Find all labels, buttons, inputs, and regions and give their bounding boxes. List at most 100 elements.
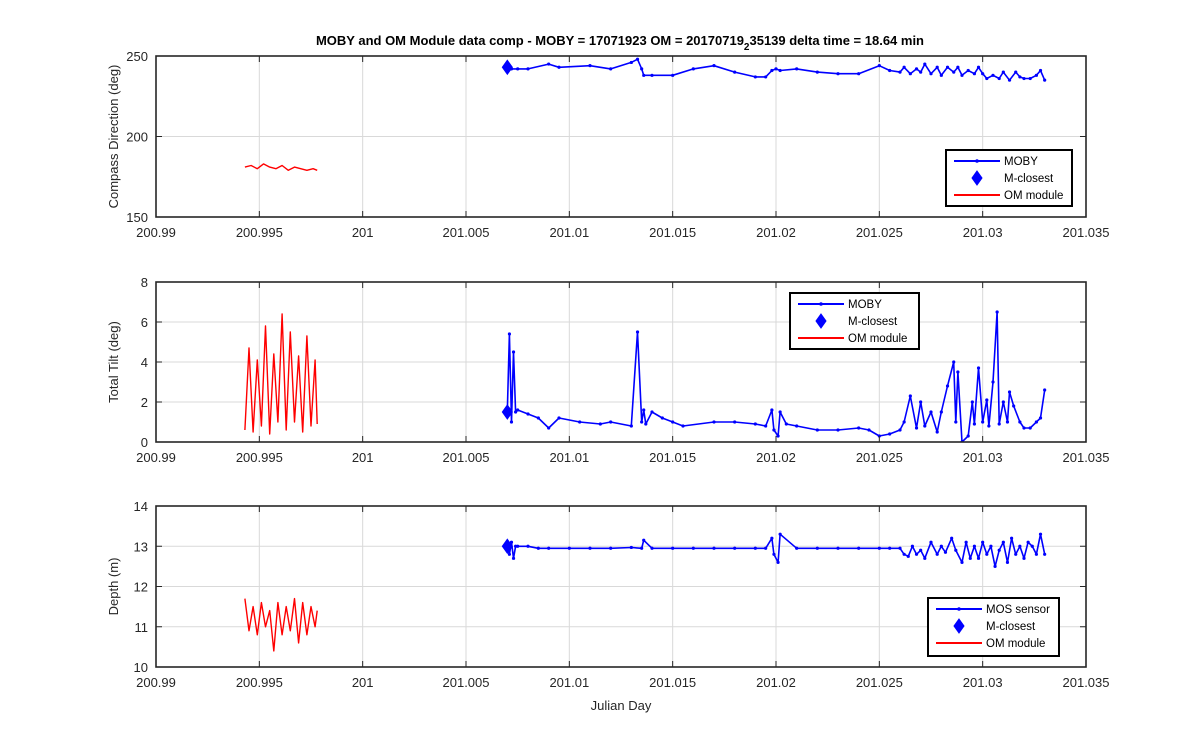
moby-point — [642, 408, 646, 412]
moby-point — [888, 546, 892, 550]
moby-point — [681, 424, 685, 428]
moby-point — [981, 420, 985, 424]
title-tail: 35139 delta time = 18.64 min — [749, 33, 924, 48]
moby-point — [966, 434, 970, 438]
x-tick-label: 201 — [352, 225, 374, 240]
moby-point — [1018, 420, 1022, 424]
moby-point — [945, 384, 950, 388]
moby-point — [526, 544, 530, 548]
moby-point — [547, 62, 551, 66]
x-tick-label: 201.005 — [443, 450, 490, 465]
moby-point — [956, 65, 960, 69]
moby-point — [954, 548, 958, 552]
series-group — [244, 532, 1047, 652]
moby-point — [939, 544, 943, 548]
moby-point — [914, 426, 919, 430]
legend: MOS sensor M-closest OM module — [927, 597, 1060, 657]
moby-point — [972, 544, 977, 548]
moby-point — [526, 67, 530, 71]
moby-point — [1001, 400, 1005, 404]
moby-point — [733, 420, 737, 424]
legend-entry-label: MOBY — [848, 299, 882, 311]
moby-point — [507, 552, 511, 556]
closest-marker — [501, 404, 513, 420]
moby-point — [644, 422, 648, 426]
moby-point — [888, 432, 892, 436]
closest-marker — [501, 59, 513, 76]
moby-point — [795, 546, 799, 550]
x-tick-label: 200.99 — [136, 450, 176, 465]
moby-point — [770, 68, 774, 73]
moby-point — [671, 546, 675, 550]
x-tick-label: 201.005 — [443, 225, 490, 240]
moby-point — [588, 64, 592, 68]
moby-point — [691, 546, 695, 550]
moby-point — [1043, 78, 1047, 82]
y-tick-label: 0 — [141, 435, 148, 450]
moby-point — [898, 70, 902, 74]
moby-point — [650, 546, 654, 550]
moby-point — [588, 546, 592, 550]
title-subscript: 2 — [744, 42, 750, 53]
moby-point — [578, 420, 582, 424]
x-tick-label: 201.015 — [649, 225, 696, 240]
moby-point — [966, 68, 970, 73]
moby-point — [908, 394, 912, 398]
moby-point — [952, 360, 956, 364]
moby-point — [753, 546, 757, 550]
moby-point — [1038, 532, 1043, 536]
moby-point — [536, 416, 540, 420]
moby-point — [960, 560, 964, 564]
x-tick-label: 201.035 — [1063, 675, 1110, 690]
moby-point — [902, 420, 906, 424]
moby-point — [815, 428, 819, 432]
moby-point — [509, 420, 514, 424]
x-axis-label: Julian Day — [591, 698, 652, 713]
moby-point — [1014, 70, 1018, 74]
moby-point — [1022, 426, 1026, 430]
moby-point — [968, 556, 972, 560]
moby-point — [1005, 560, 1010, 564]
moby-point — [929, 72, 933, 76]
x-tick-label: 201.03 — [963, 450, 1003, 465]
moby-point — [997, 76, 1001, 81]
moby-point — [629, 545, 633, 550]
moby-point — [784, 422, 788, 426]
om-module-line — [244, 313, 318, 435]
moby-point — [1022, 76, 1026, 81]
y-axis-label: Total Tilt (deg) — [106, 321, 121, 403]
moby-point — [981, 72, 985, 76]
moby-point — [877, 546, 881, 550]
moby-point — [867, 428, 871, 432]
legend-entry-label: M-closest — [986, 621, 1036, 633]
x-tick-label: 201.03 — [963, 675, 1003, 690]
moby-point — [776, 560, 780, 564]
x-tick-label: 201.03 — [963, 225, 1003, 240]
y-axis-label: Compass Direction (deg) — [106, 65, 121, 209]
subplot-2: 200.99 200.995 201 201.005 201.01 201.015 201.… — [106, 275, 1110, 465]
moby-point — [629, 424, 633, 428]
moby-point — [972, 72, 977, 76]
moby-point — [943, 550, 948, 554]
moby-point — [991, 380, 995, 384]
moby-point — [910, 544, 915, 548]
moby-point — [898, 546, 902, 550]
moby-point — [923, 62, 927, 66]
x-tick-label: 201.01 — [549, 450, 589, 465]
moby-point — [753, 422, 757, 426]
moby-point — [929, 410, 933, 414]
moby-point — [1026, 540, 1030, 544]
moby-point — [609, 67, 613, 71]
legend-entry-label: MOS sensor — [986, 604, 1050, 616]
moby-point — [514, 410, 518, 414]
moby-point — [507, 332, 511, 336]
moby-point — [733, 546, 737, 550]
legend-diamond-marker — [971, 170, 983, 186]
moby-point — [671, 73, 675, 77]
moby-point — [764, 75, 768, 79]
moby-point — [935, 65, 939, 69]
moby-point — [1014, 552, 1018, 556]
moby-point — [1012, 404, 1016, 408]
moby-point — [609, 546, 613, 550]
